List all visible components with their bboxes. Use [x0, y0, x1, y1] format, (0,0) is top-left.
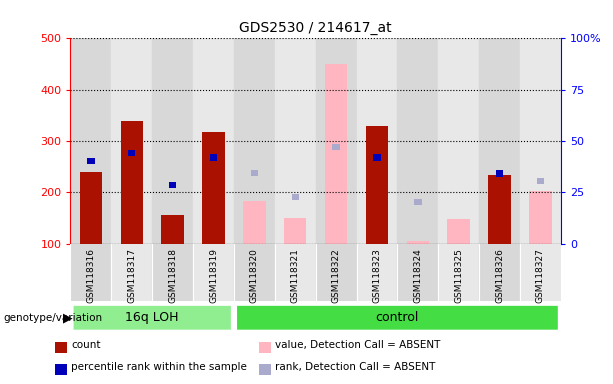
Text: genotype/variation: genotype/variation	[3, 313, 102, 323]
Bar	[55, 342, 67, 353]
Bar	[520, 244, 561, 301]
Text: value, Detection Call = ABSENT: value, Detection Call = ABSENT	[275, 340, 441, 350]
Bar	[414, 199, 422, 205]
Bar	[70, 244, 112, 301]
Text: GSM118321: GSM118321	[291, 248, 300, 303]
Bar	[316, 38, 357, 244]
Bar	[397, 244, 438, 301]
Bar	[275, 244, 316, 301]
Bar	[316, 244, 357, 301]
Text: ▶: ▶	[63, 311, 73, 324]
Bar	[373, 154, 381, 161]
Text: control: control	[376, 311, 419, 324]
Bar	[406, 241, 429, 244]
Bar	[496, 170, 503, 177]
Bar	[284, 218, 306, 244]
Bar	[479, 244, 520, 301]
Text: GSM118324: GSM118324	[413, 248, 422, 303]
Bar	[438, 244, 479, 301]
Bar	[275, 38, 316, 244]
Text: GSM118320: GSM118320	[250, 248, 259, 303]
Bar	[251, 170, 258, 176]
Bar	[366, 126, 388, 244]
FancyBboxPatch shape	[236, 305, 559, 331]
Bar	[193, 244, 234, 301]
Bar	[325, 64, 348, 244]
Bar	[112, 244, 152, 301]
Text: GSM118317: GSM118317	[128, 248, 136, 303]
Text: GSM118326: GSM118326	[495, 248, 504, 303]
Title: GDS2530 / 214617_at: GDS2530 / 214617_at	[240, 21, 392, 35]
Bar	[292, 194, 299, 200]
Text: percentile rank within the sample: percentile rank within the sample	[71, 362, 247, 372]
Bar	[121, 121, 143, 244]
Bar	[259, 364, 271, 375]
FancyBboxPatch shape	[72, 305, 232, 331]
Bar	[479, 38, 520, 244]
Text: GSM118327: GSM118327	[536, 248, 545, 303]
Text: GSM118322: GSM118322	[332, 248, 341, 303]
Bar	[128, 150, 135, 156]
Bar	[357, 38, 397, 244]
Bar	[152, 244, 193, 301]
Text: GSM118319: GSM118319	[209, 248, 218, 303]
Bar	[210, 154, 217, 161]
Bar	[397, 38, 438, 244]
Bar	[112, 38, 152, 244]
Bar	[169, 182, 177, 188]
Text: GSM118323: GSM118323	[373, 248, 381, 303]
Text: GSM118318: GSM118318	[168, 248, 177, 303]
Bar	[234, 244, 275, 301]
Bar	[438, 38, 479, 244]
Bar	[447, 219, 470, 244]
Text: count: count	[71, 340, 101, 350]
Text: rank, Detection Call = ABSENT: rank, Detection Call = ABSENT	[275, 362, 436, 372]
Bar	[332, 144, 340, 151]
Bar	[529, 192, 552, 244]
Bar	[161, 215, 184, 244]
Bar	[55, 364, 67, 375]
Bar	[489, 174, 511, 244]
Bar	[202, 132, 225, 244]
Bar	[357, 244, 397, 301]
Bar	[243, 201, 265, 244]
Bar	[87, 158, 94, 164]
Bar	[259, 342, 271, 353]
Bar	[80, 172, 102, 244]
Text: GSM118325: GSM118325	[454, 248, 463, 303]
Bar	[234, 38, 275, 244]
Text: 16q LOH: 16q LOH	[126, 311, 179, 324]
Bar	[520, 38, 561, 244]
Bar	[70, 38, 112, 244]
Bar	[193, 38, 234, 244]
Bar	[537, 178, 544, 184]
Text: GSM118316: GSM118316	[86, 248, 96, 303]
Bar	[152, 38, 193, 244]
